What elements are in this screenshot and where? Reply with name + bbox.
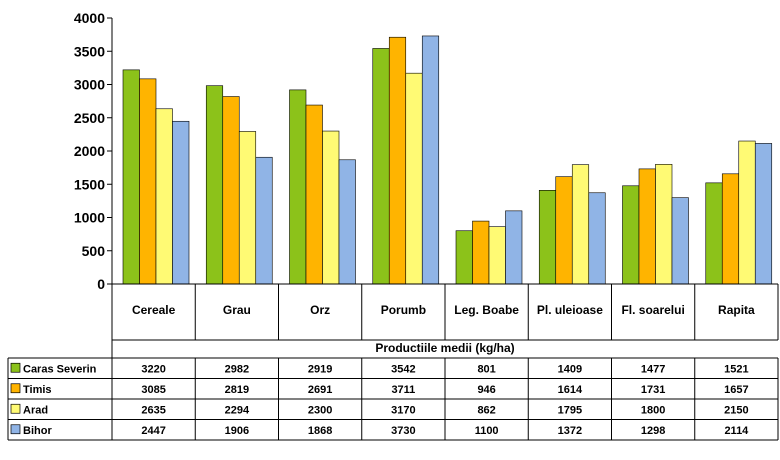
legend-key-timis <box>10 383 21 394</box>
bar-arad-4 <box>488 226 506 285</box>
table-cell-value: 801 <box>477 363 495 375</box>
x-tick-label: Rapita <box>718 303 755 317</box>
bar-arad-5 <box>571 164 590 285</box>
y-tick-label: 2500 <box>74 110 105 126</box>
bar-caras-severin-1 <box>205 85 224 285</box>
x-tick-label: Cereale <box>132 303 176 317</box>
x-tick-label: Grau <box>223 303 251 317</box>
table-cell-value: 2114 <box>724 425 749 437</box>
x-axis-label: Productiile medii (kg/ha) <box>375 341 514 355</box>
x-tick-label: Fl. soarelui <box>621 303 684 317</box>
table-cell-value: 1800 <box>641 404 665 416</box>
table-cell-value: 1657 <box>724 384 748 396</box>
legend-label: Caras Severin <box>23 363 97 375</box>
table-cell-value: 2691 <box>308 384 332 396</box>
y-tick-label: 1000 <box>74 210 105 226</box>
table-cell-value: 1409 <box>558 363 582 375</box>
table-cell-value: 3170 <box>391 404 415 416</box>
bar-bihor-4 <box>505 210 523 285</box>
x-tick-label: Pl. uleioase <box>537 303 603 317</box>
table-cell-value: 1795 <box>558 404 582 416</box>
bar-arad-7 <box>738 140 756 285</box>
table-cell-value: 1100 <box>475 425 499 437</box>
table-cell-value: 946 <box>477 384 495 396</box>
table-cell-value: 1731 <box>641 384 665 396</box>
legend-key-caras-severin <box>10 362 21 373</box>
bar-caras-severin-5 <box>538 190 557 285</box>
bar-arad-3 <box>405 72 423 285</box>
legend-label: Arad <box>23 404 48 416</box>
table-cell-value: 2919 <box>308 363 332 375</box>
x-tick-label: Porumb <box>381 303 426 317</box>
bar-timis-6 <box>638 168 656 285</box>
table-cell-value: 1372 <box>558 425 582 437</box>
bar-caras-severin-0 <box>122 69 140 285</box>
bar-arad-2 <box>322 130 340 285</box>
bar-bihor-2 <box>338 159 356 285</box>
plot-area <box>122 35 773 285</box>
bar-bihor-1 <box>255 156 273 285</box>
x-tick-label: Orz <box>310 303 330 317</box>
legend-label: Timis <box>23 384 52 396</box>
bar-timis-0 <box>139 78 157 285</box>
bar-arad-1 <box>238 131 257 285</box>
bar-caras-severin-7 <box>705 182 723 285</box>
table-cell-value: 1477 <box>641 363 665 375</box>
y-tick-label: 2000 <box>74 143 105 159</box>
table-cell-value: 2294 <box>225 404 250 416</box>
bar-caras-severin-6 <box>622 185 640 285</box>
legend-label: Bihor <box>23 425 52 437</box>
table-cell-value: 1614 <box>558 384 583 396</box>
table-cell-value: 2447 <box>141 425 165 437</box>
table-cell-value: 2150 <box>724 404 748 416</box>
bar-timis-7 <box>721 173 740 285</box>
table-cell-value: 1868 <box>308 425 332 437</box>
table-cell-value: 2635 <box>141 404 165 416</box>
bar-timis-4 <box>472 220 490 285</box>
bar-bihor-5 <box>588 192 606 285</box>
table-cell-value: 1521 <box>724 363 748 375</box>
bar-bihor-3 <box>421 35 440 285</box>
table-cell-value: 2300 <box>308 404 332 416</box>
table-cell-value: 3730 <box>391 425 415 437</box>
x-tick-label: Leg. Boabe <box>454 303 519 317</box>
bar-timis-5 <box>555 176 573 285</box>
y-tick-label: 1500 <box>74 176 105 192</box>
bar-bihor-7 <box>754 143 773 285</box>
y-tick-label: 500 <box>82 243 106 259</box>
table-cell-value: 2819 <box>225 384 249 396</box>
table-cell-value: 3085 <box>141 384 165 396</box>
y-tick-label: 3000 <box>74 77 105 93</box>
bar-caras-severin-2 <box>289 89 307 285</box>
bar-arad-0 <box>155 108 173 285</box>
table-cell-value: 2982 <box>225 363 249 375</box>
axes: 0 500 1000 1500 2000 2500 3000 3500 4000 Cereale G… <box>74 10 779 358</box>
bar-timis-2 <box>305 104 323 285</box>
bar-caras-severin-3 <box>372 48 390 285</box>
bar-caras-severin-4 <box>455 230 473 285</box>
table-cell-value: 1298 <box>641 425 665 437</box>
y-tick-label: 0 <box>97 276 105 292</box>
bar-timis-3 <box>388 36 407 285</box>
y-tick-label: 4000 <box>74 10 105 26</box>
bar-arad-6 <box>655 164 673 285</box>
table-cell-value: 1906 <box>225 425 249 437</box>
y-tick-label: 3500 <box>74 43 105 59</box>
legend-key-arad <box>10 403 21 414</box>
data-table: Caras Severin 3220 2982 2919 3542 801 1409 1477… <box>7 357 779 441</box>
bar-bihor-0 <box>172 120 190 285</box>
bar-timis-1 <box>222 96 240 285</box>
bar-bihor-6 <box>671 197 689 285</box>
legend-key-bihor <box>10 424 21 435</box>
table-cell-value: 3542 <box>391 363 415 375</box>
table-cell-value: 3711 <box>391 384 415 396</box>
table-cell-value: 3220 <box>141 363 165 375</box>
table-cell-value: 862 <box>477 404 495 416</box>
